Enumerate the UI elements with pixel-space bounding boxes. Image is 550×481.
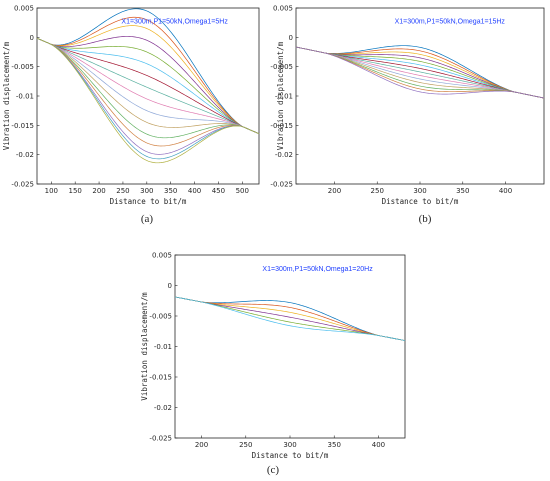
- series-line: [36, 25, 260, 135]
- series-line: [295, 46, 545, 99]
- x-tick-label: 350: [328, 441, 341, 449]
- y-tick-label: -0.025: [11, 181, 34, 189]
- chart-annotation: X1=300m,P1=50kN,Omega1=20Hz: [262, 266, 373, 273]
- y-axis-label: Vibration displacement/m: [140, 292, 149, 401]
- series-line: [174, 296, 406, 341]
- series-line: [36, 37, 260, 160]
- chart-annotation: X1=300m,P1=50kN,Omega1=5Hz: [121, 19, 228, 26]
- x-tick-label: 450: [212, 187, 225, 195]
- x-tick-label: 500: [236, 187, 249, 195]
- series-line: [36, 37, 260, 135]
- series-line: [36, 37, 260, 135]
- y-tick-label: 0: [168, 282, 172, 290]
- x-tick-label: 300: [283, 441, 296, 449]
- series-line: [36, 37, 260, 135]
- chart-panel-a: 100 150 200 250 300 350 400 450 500 0.005 0 -0.005 -…: [0, 0, 275, 228]
- y-axis-label: Vibration displacement/m: [276, 41, 285, 150]
- x-tick-label: 350: [164, 187, 177, 195]
- chart-c-svg: 200 250 300 350 400 0.005 0 -0.005 -0.01 -0.015 -0…: [140, 252, 406, 460]
- x-tick-label: 300: [140, 187, 153, 195]
- x-tick-label: 250: [371, 187, 384, 195]
- y-tick-label: -0.005: [149, 313, 172, 321]
- series-line: [36, 37, 260, 135]
- x-tick-label: 400: [499, 187, 512, 195]
- series-line: [36, 37, 260, 164]
- x-tick-label: 350: [456, 187, 469, 195]
- series-line: [174, 296, 406, 341]
- x-tick-label: 250: [116, 187, 129, 195]
- x-tick-label: 400: [372, 441, 385, 449]
- x-tick-label: 100: [45, 187, 58, 195]
- series-line: [36, 37, 260, 135]
- chart-panel-b: 200 250 300 350 400 0.005 0 -0.005 -0.01 -0.015 -0…: [270, 0, 550, 228]
- x-tick-label: 200: [195, 441, 208, 449]
- y-tick-label: -0.02: [154, 404, 172, 412]
- series-line: [36, 8, 260, 135]
- series-line: [36, 37, 260, 139]
- y-tick-label: -0.015: [270, 122, 293, 130]
- caption-a: (a): [140, 213, 154, 225]
- series-line: [36, 37, 260, 135]
- chart-a-svg: 100 150 200 250 300 350 400 450 500 0.005 0 -0.005 -…: [2, 5, 260, 206]
- chart-panel-c: 200 250 300 350 400 0.005 0 -0.005 -0.01 -0.015 -0…: [138, 245, 413, 481]
- series-line: [36, 16, 260, 135]
- x-tick-label: 150: [69, 187, 82, 195]
- y-tick-label: -0.025: [149, 435, 172, 443]
- series-line: [174, 296, 406, 341]
- y-tick-label: 0.005: [152, 252, 172, 260]
- series-line: [174, 296, 406, 341]
- series-line: [36, 36, 260, 135]
- series-line: [174, 296, 406, 341]
- plot-frame: [36, 7, 260, 185]
- x-tick-label: 200: [328, 187, 341, 195]
- chart-annotation: X1=300m,P1=50kN,Omega1=15Hz: [395, 19, 506, 26]
- series-group: [36, 8, 260, 164]
- y-tick-label: -0.01: [154, 343, 172, 351]
- caption-c: (c): [266, 464, 280, 476]
- chart-b-svg: 200 250 300 350 400 0.005 0 -0.005 -0.01 -0.015 -0…: [270, 5, 545, 206]
- x-tick-label: 250: [239, 441, 252, 449]
- x-tick-label: 300: [413, 187, 426, 195]
- y-tick-label: -0.02: [275, 151, 293, 159]
- y-tick-label: -0.015: [11, 122, 34, 130]
- caption-b: (b): [418, 213, 432, 225]
- x-tick-label: 200: [92, 187, 105, 195]
- series-group: [295, 45, 545, 99]
- y-tick-label: 0: [30, 34, 34, 42]
- x-tick-label: 400: [188, 187, 201, 195]
- y-axis-label: Vibration displacement/m: [2, 41, 11, 150]
- x-axis-label: Distance to bit/m: [110, 197, 187, 206]
- plot-frame: [295, 7, 545, 185]
- y-tick-label: 0.005: [273, 5, 293, 13]
- y-tick-label: -0.02: [16, 151, 34, 159]
- x-axis-label: Distance to bit/m: [252, 451, 329, 460]
- y-tick-label: -0.005: [11, 63, 34, 71]
- y-tick-label: -0.01: [16, 93, 34, 101]
- y-tick-label: -0.025: [270, 181, 293, 189]
- y-tick-label: -0.01: [275, 93, 293, 101]
- y-tick-label: 0: [289, 34, 293, 42]
- plot-frame: [174, 254, 406, 439]
- y-tick-label: -0.015: [149, 374, 172, 382]
- y-tick-label: 0.005: [14, 5, 34, 13]
- y-tick-label: -0.005: [270, 63, 293, 71]
- series-group: [174, 296, 406, 341]
- series-line: [36, 37, 260, 147]
- series-line: [36, 37, 260, 135]
- x-axis-label: Distance to bit/m: [382, 197, 459, 206]
- series-line: [36, 37, 260, 155]
